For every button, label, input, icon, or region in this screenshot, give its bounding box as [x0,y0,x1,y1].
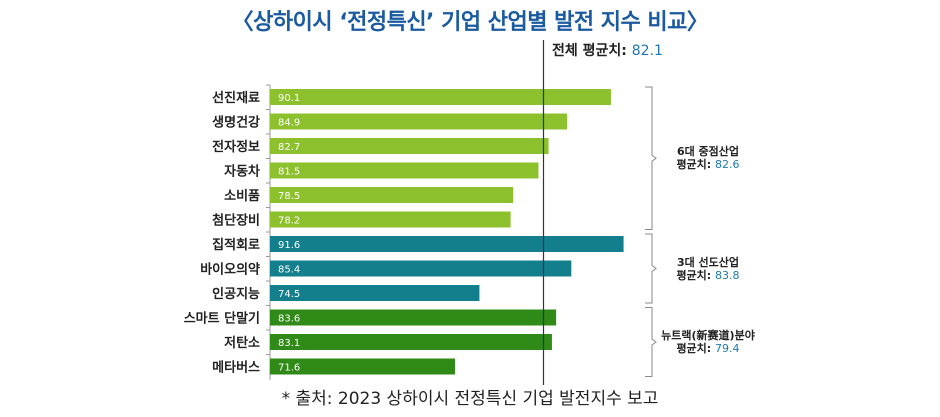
bar-value-label: 91.6 [278,240,300,251]
category-label: 스마트 단말기 [184,311,260,327]
category-label: 전자정보 [212,139,260,155]
group-label: 6대 중점산업 평균치: 82.6 [648,145,768,171]
bar-value-label: 83.1 [278,338,300,349]
bar [270,334,552,350]
bar-value-label: 74.5 [278,289,300,300]
bar [270,89,611,105]
source-note: * 출처: 2023 상하이시 전정특신 기업 발전지수 보고 [281,389,659,409]
group-label: 뉴트랙(新赛道)분야 평균치: 79.4 [648,329,768,355]
group-name: 6대 중점산업 [676,145,740,159]
group-name: 3대 선도산업 [676,255,740,269]
group-average-value: 79.4 [715,342,740,355]
category-label: 자동차 [224,164,260,180]
bar-value-label: 90.1 [278,93,300,104]
group-label: 3대 선도산업 평균치: 83.8 [648,256,768,282]
group-bracket [645,86,657,230]
bar [270,260,572,277]
category-label: 첨단장비 [212,213,260,229]
chart-title: 〈상하이시 ‘전정특신’ 기업 산업별 발전 지수 비교〉 [231,10,709,35]
category-label: 집적회로 [212,237,260,253]
bar-value-label: 78.2 [278,216,300,227]
group-average-value: 83.8 [715,268,740,282]
group-average-label: 평균치: [676,158,712,172]
category-label: 인공지능 [212,286,260,302]
category-label: 생명건강 [212,115,260,131]
bar [270,211,511,228]
bar [270,162,539,179]
bar-value-label: 81.5 [278,167,300,178]
bar [270,285,480,301]
group-average-label: 평균치: [676,268,712,282]
category-label: 바이오의약 [200,262,260,278]
group-name: 뉴트랙(新赛道)분야 [661,329,755,342]
bar-value-label: 84.9 [278,118,300,129]
category-label: 선진재료 [212,90,260,106]
overall-average-label: 전체 평균치: 82.1 [552,40,663,60]
bar-value-label: 71.6 [278,363,300,374]
group-average-label: 평균치: [676,342,712,355]
bar [270,138,549,154]
bar-value-label: 85.4 [278,265,300,276]
overall-average-text: 전체 평균치: [552,43,627,59]
bar [270,236,624,252]
bar-value-label: 78.5 [278,191,300,202]
category-label: 소비품 [224,189,260,204]
group-average: 평균치: 83.8 [648,269,768,282]
group-bracket [645,307,657,377]
group-average-value: 82.6 [715,158,740,172]
bar [270,187,514,203]
group-average: 평균치: 79.4 [648,342,768,355]
overall-average-value: 82.1 [631,43,663,59]
bar [270,309,557,326]
category-label: 메타버스 [212,360,260,376]
group-bracket [645,233,657,304]
bar [270,113,568,130]
bar [270,358,455,375]
group-average: 평균치: 82.6 [648,158,768,171]
bar-value-label: 82.7 [278,142,300,153]
bar-value-label: 83.6 [278,314,300,325]
category-label: 저탄소 [224,335,260,351]
